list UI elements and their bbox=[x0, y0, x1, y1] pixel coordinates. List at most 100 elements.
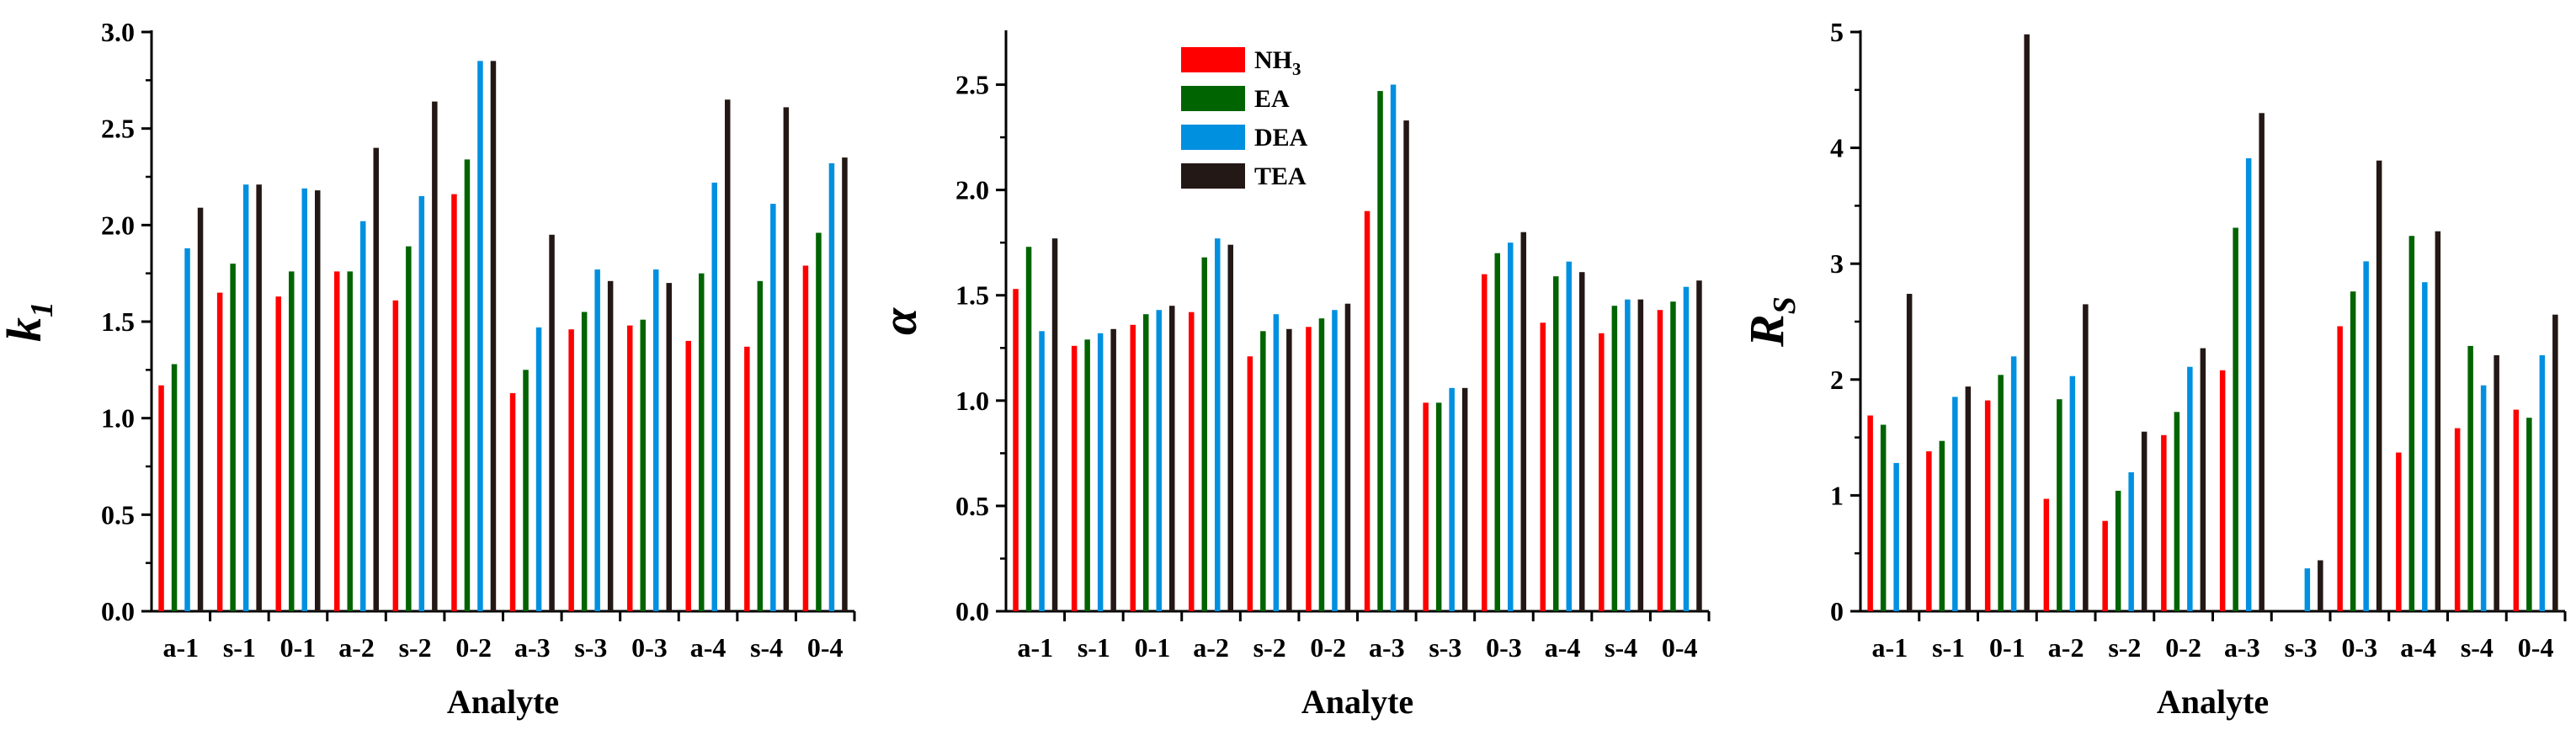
bar-ea-0-4 bbox=[1670, 301, 1676, 611]
bar-tea-0-2 bbox=[490, 61, 497, 611]
x-tick-label: a-3 bbox=[2224, 632, 2260, 663]
bar-nh3-0-1 bbox=[1130, 324, 1136, 611]
y-axis-title-alpha: α bbox=[872, 307, 927, 335]
y-axis-title-main: α bbox=[872, 307, 927, 335]
x-tick-label: a-1 bbox=[162, 632, 199, 663]
bar-tea-s-1 bbox=[1110, 328, 1116, 611]
bar-dea-0-3 bbox=[1508, 242, 1514, 611]
x-tick-label: 0-3 bbox=[631, 632, 668, 663]
bar-dea-0-2 bbox=[477, 61, 483, 611]
y-tick-label: 4 bbox=[1830, 133, 1844, 163]
bar-tea-a-4 bbox=[1579, 272, 1585, 611]
bar-nh3-s-1 bbox=[1926, 451, 1932, 611]
bar-ea-0-4 bbox=[816, 232, 822, 611]
bar-nh3-a-2 bbox=[2043, 498, 2050, 611]
x-tick-label: s-2 bbox=[399, 632, 432, 663]
bar-dea-0-3 bbox=[653, 269, 659, 611]
bar-dea-a-4 bbox=[1566, 261, 1572, 611]
x-tick-label: s-2 bbox=[2108, 632, 2141, 663]
bar-dea-a-2 bbox=[2069, 375, 2076, 611]
bar-dea-0-3 bbox=[2363, 261, 2369, 611]
bar-nh3-s-1 bbox=[1071, 345, 1078, 611]
x-tick-label: a-2 bbox=[2048, 632, 2084, 663]
bar-nh3-a-2 bbox=[334, 271, 340, 611]
x-tick-label: 0-1 bbox=[1135, 632, 1171, 663]
bar-dea-a-1 bbox=[1039, 331, 1045, 611]
bar-tea-s-3 bbox=[2318, 560, 2323, 611]
bar-ea-0-3 bbox=[2350, 291, 2356, 611]
bar-tea-0-1 bbox=[1169, 306, 1175, 611]
bar-dea-a-1 bbox=[1893, 462, 1899, 611]
y-tick-label: 3 bbox=[1830, 248, 1844, 279]
bar-tea-s-3 bbox=[1461, 387, 1468, 611]
bar-tea-s-4 bbox=[2494, 354, 2499, 611]
bar-ea-s-2 bbox=[1260, 331, 1266, 611]
bar-dea-0-2 bbox=[1332, 310, 1338, 611]
y-tick-label: 2.5 bbox=[101, 114, 135, 144]
bar-ea-a-3 bbox=[523, 370, 529, 611]
bar-nh3-0-1 bbox=[275, 296, 281, 611]
y-tick-label: 0.5 bbox=[955, 491, 989, 521]
x-tick-label: 0-2 bbox=[2165, 632, 2201, 663]
bar-nh3-0-4 bbox=[802, 265, 809, 611]
y-tick-label: 1.0 bbox=[955, 386, 989, 416]
bar-nh3-0-3 bbox=[2337, 326, 2343, 611]
x-tick-label: a-2 bbox=[1193, 632, 1229, 663]
bar-nh3-0-1 bbox=[1984, 400, 1991, 611]
bar-nh3-a-3 bbox=[2219, 370, 2226, 611]
bar-ea-s-1 bbox=[230, 264, 236, 611]
bar-tea-a-2 bbox=[2083, 304, 2089, 611]
y-axis-title-rs: RS bbox=[1739, 296, 1802, 348]
y-tick-label: 2.5 bbox=[955, 70, 989, 100]
legend-label-main: DEA bbox=[1254, 124, 1308, 152]
y-tick-label: 0.5 bbox=[101, 499, 135, 530]
x-tick-label: s-4 bbox=[750, 632, 783, 663]
bar-ea-0-3 bbox=[1494, 253, 1500, 611]
bar-ea-0-2 bbox=[464, 159, 471, 611]
x-tick-label: 0-4 bbox=[2518, 632, 2554, 663]
bar-ea-a-2 bbox=[1201, 257, 1207, 611]
x-tick-label: 0-4 bbox=[1662, 632, 1698, 663]
bar-ea-a-3 bbox=[1377, 91, 1383, 612]
y-tick-label: 0 bbox=[1830, 596, 1844, 626]
bar-dea-0-1 bbox=[1156, 310, 1162, 611]
x-tick-label: s-3 bbox=[2285, 632, 2318, 663]
bar-nh3-a-3 bbox=[509, 392, 516, 611]
bar-nh3-a-1 bbox=[158, 385, 164, 611]
bar-dea-a-1 bbox=[184, 248, 190, 611]
bar-ea-0-2 bbox=[1318, 318, 1325, 611]
x-tick-label: s-3 bbox=[1429, 632, 1461, 663]
bar-tea-a-2 bbox=[1227, 244, 1233, 611]
bar-dea-s-3 bbox=[1449, 387, 1455, 611]
y-tick-label: 0.0 bbox=[955, 596, 989, 626]
bar-tea-a-1 bbox=[1051, 238, 1058, 611]
bar-dea-0-1 bbox=[2010, 356, 2017, 611]
bar-dea-0-1 bbox=[301, 188, 307, 612]
x-tick-label: s-1 bbox=[1932, 632, 1965, 663]
y-tick-label: 1.0 bbox=[101, 403, 135, 434]
bar-nh3-a-2 bbox=[1189, 312, 1195, 611]
bar-nh3-a-1 bbox=[1013, 289, 1019, 611]
bar-nh3-s-2 bbox=[392, 300, 399, 611]
bar-tea-a-4 bbox=[725, 99, 731, 612]
bar-tea-0-4 bbox=[2552, 314, 2558, 611]
bar-tea-0-4 bbox=[1696, 280, 1702, 611]
bar-dea-a-2 bbox=[1215, 238, 1221, 611]
x-tick-label: a-2 bbox=[338, 632, 375, 663]
bar-dea-a-3 bbox=[1390, 84, 1397, 611]
bar-ea-a-3 bbox=[2233, 227, 2238, 611]
bar-ea-a-2 bbox=[347, 271, 353, 611]
bar-nh3-s-3 bbox=[1423, 402, 1429, 611]
bar-nh3-a-4 bbox=[1540, 322, 1546, 611]
x-tick-label: a-4 bbox=[690, 632, 726, 663]
bar-dea-0-4 bbox=[1683, 286, 1690, 611]
bar-tea-0-2 bbox=[2200, 348, 2206, 611]
bar-nh3-0-3 bbox=[1482, 274, 1488, 611]
x-tick-label: a-4 bbox=[2400, 632, 2436, 663]
bar-nh3-a-3 bbox=[1364, 210, 1370, 611]
bar-dea-a-3 bbox=[2245, 158, 2252, 611]
bar-dea-s-4 bbox=[1625, 299, 1631, 611]
bar-ea-a-1 bbox=[1025, 247, 1032, 611]
bar-nh3-0-4 bbox=[2513, 409, 2520, 611]
bar-ea-a-4 bbox=[699, 273, 705, 611]
